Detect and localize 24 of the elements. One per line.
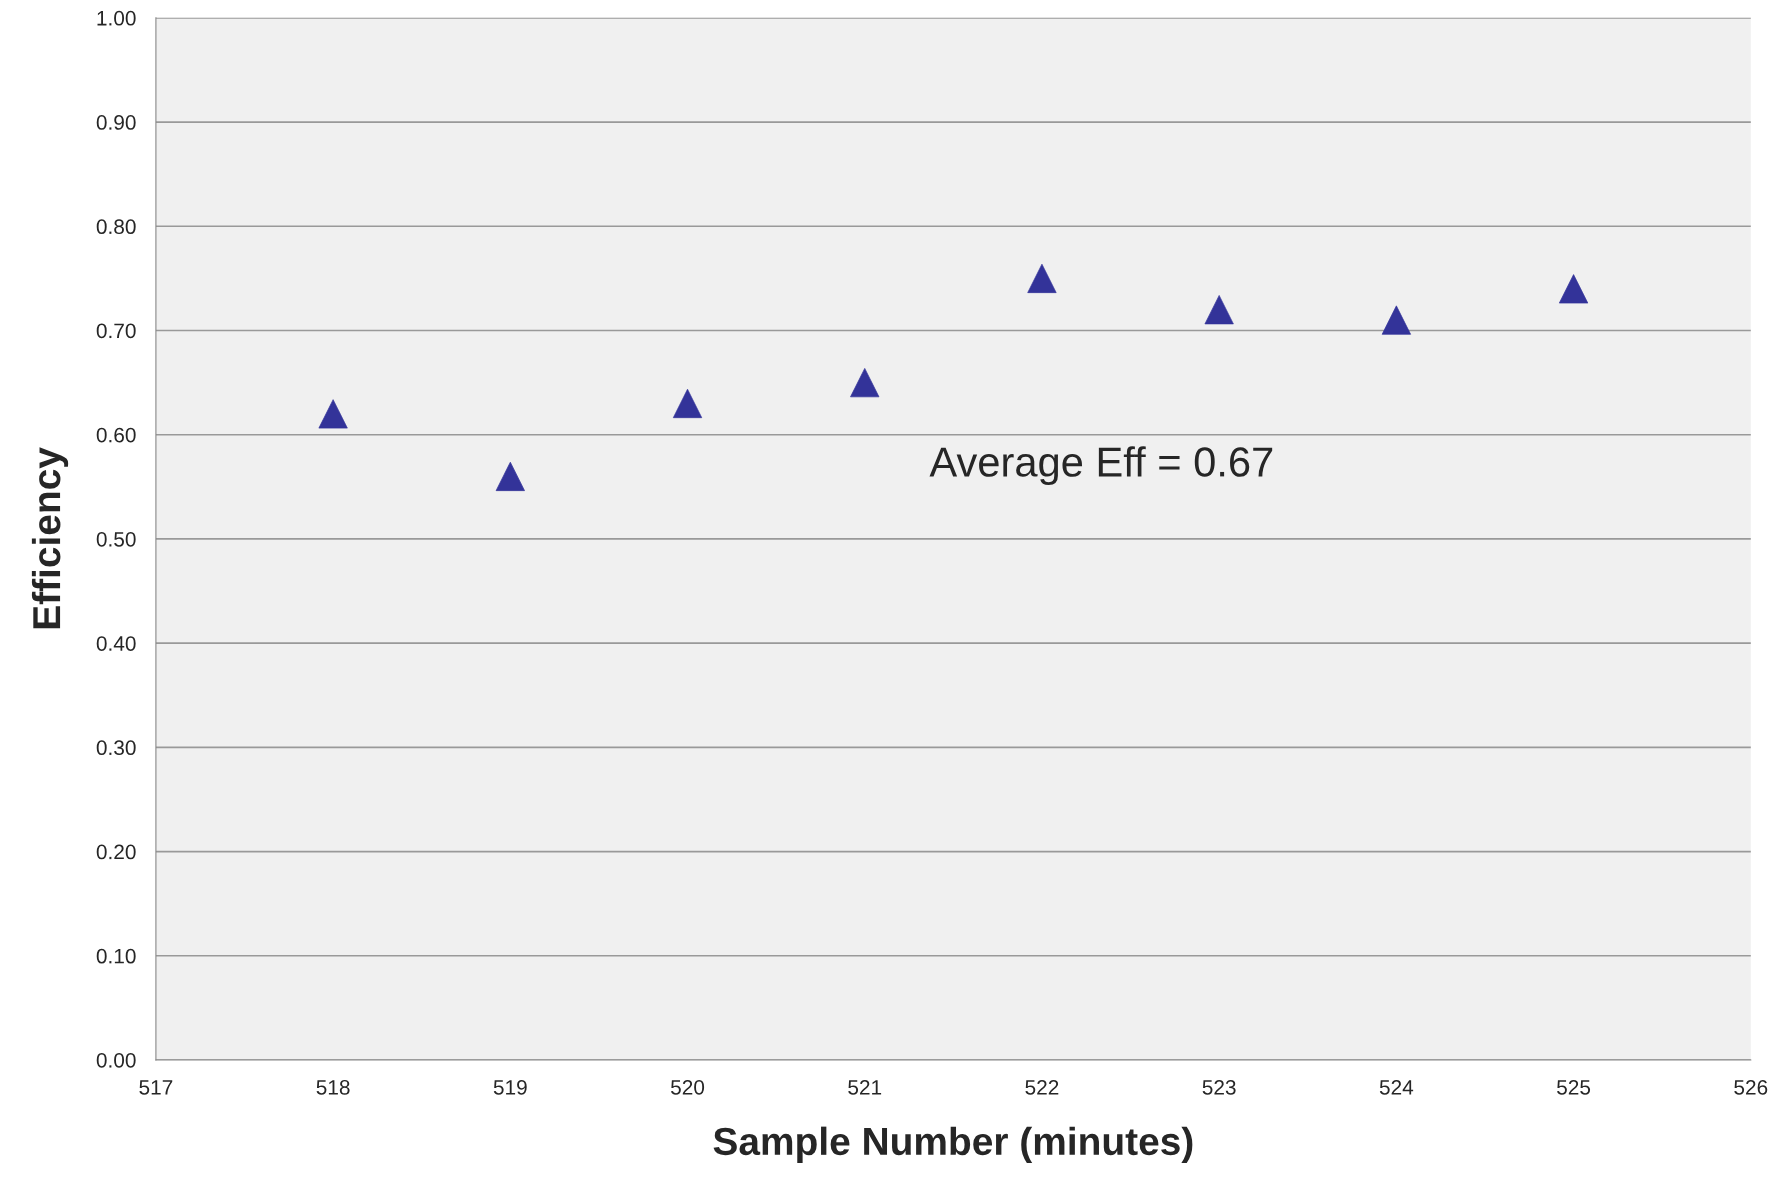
y-tick-label: 0.60 xyxy=(96,427,136,443)
x-tick-label: 520 xyxy=(670,1079,705,1095)
y-tick-label: 0.70 xyxy=(96,323,136,339)
x-tick-label: 524 xyxy=(1379,1079,1414,1095)
y-tick-label: 1.00 xyxy=(97,10,136,26)
x-tick-label: 519 xyxy=(493,1079,527,1095)
y-tick-label: 0.10 xyxy=(96,948,136,964)
y-tick-label: 0.80 xyxy=(96,219,136,235)
x-tick-label: 521 xyxy=(848,1079,882,1095)
y-axis-title: Efficiency xyxy=(31,447,69,629)
x-tick-label: 523 xyxy=(1202,1079,1236,1095)
x-tick-label: 525 xyxy=(1557,1079,1591,1095)
y-tick-label: 0.00 xyxy=(96,1052,136,1068)
x-tick-label: 526 xyxy=(1734,1079,1768,1095)
x-axis-title: Sample Number (minutes) xyxy=(713,1126,1193,1163)
x-tick-label: 522 xyxy=(1025,1079,1059,1095)
x-tick-label: 518 xyxy=(316,1079,350,1095)
y-tick-label: 0.20 xyxy=(96,844,136,860)
x-tick-label: 517 xyxy=(139,1080,173,1095)
y-tick-label: 0.50 xyxy=(96,531,136,547)
y-tick-label: 0.30 xyxy=(96,740,136,756)
y-tick-label: 0.40 xyxy=(96,636,136,651)
y-tick-label: 0.90 xyxy=(96,115,136,130)
annotation: Average Eff = 0.67 xyxy=(929,446,1273,486)
